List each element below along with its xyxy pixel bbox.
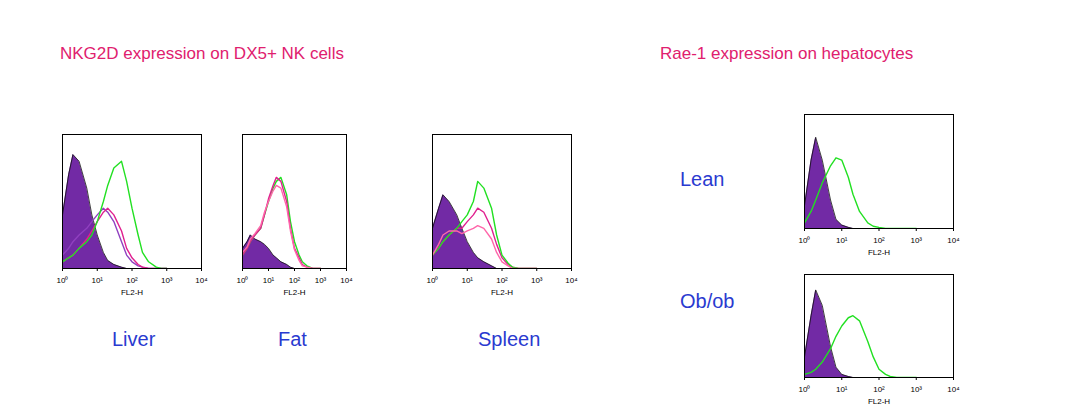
svg-text:10⁰: 10⁰ [799, 236, 811, 245]
svg-text:FL2-H: FL2-H [868, 397, 890, 406]
svg-text:10⁴: 10⁴ [947, 236, 960, 245]
svg-text:FL2-H: FL2-H [283, 288, 305, 297]
svg-text:10³: 10³ [910, 385, 922, 394]
svg-text:10³: 10³ [161, 276, 173, 285]
svg-text:10²: 10² [873, 385, 885, 394]
svg-text:10³: 10³ [910, 236, 922, 245]
svg-text:10²: 10² [289, 276, 301, 285]
svg-text:10¹: 10¹ [836, 385, 848, 394]
svg-text:10³: 10³ [315, 276, 327, 285]
html-text:Spleen: Spleen [478, 328, 541, 350]
svg-text:10⁴: 10⁴ [565, 276, 578, 285]
svg-text:10⁴: 10⁴ [340, 276, 353, 285]
svg-text:10²: 10² [496, 276, 508, 285]
html-text:NKG2D expression on DX5+ NK ce: NKG2D expression on DX5+ NK cells [60, 44, 344, 63]
svg-text:10²: 10² [126, 276, 138, 285]
svg-text:FL2-H: FL2-H [121, 288, 143, 297]
html-text:Ob/ob: Ob/ob [680, 290, 735, 312]
svg-text:10⁴: 10⁴ [195, 276, 208, 285]
svg-text:10¹: 10¹ [263, 276, 275, 285]
svg-text:10⁰: 10⁰ [237, 276, 249, 285]
svg-text:10¹: 10¹ [91, 276, 103, 285]
svg-text:10³: 10³ [531, 276, 543, 285]
svg-text:10⁰: 10⁰ [57, 276, 69, 285]
html-text:Fat: Fat [278, 328, 307, 350]
html-text:Lean: Lean [680, 168, 725, 190]
svg-text:10⁴: 10⁴ [947, 385, 960, 394]
svg-text:10¹: 10¹ [836, 236, 848, 245]
svg-text:10¹: 10¹ [461, 276, 473, 285]
svg-text:10⁰: 10⁰ [427, 276, 439, 285]
svg-text:10⁰: 10⁰ [799, 385, 811, 394]
svg-text:FL2-H: FL2-H [491, 288, 513, 297]
svg-text:10²: 10² [873, 236, 885, 245]
svg-text:FL2-H: FL2-H [868, 248, 890, 257]
html-text:Liver: Liver [112, 328, 156, 350]
html-text:Rae-1 expression on hepatocyte: Rae-1 expression on hepatocytes [660, 44, 914, 63]
